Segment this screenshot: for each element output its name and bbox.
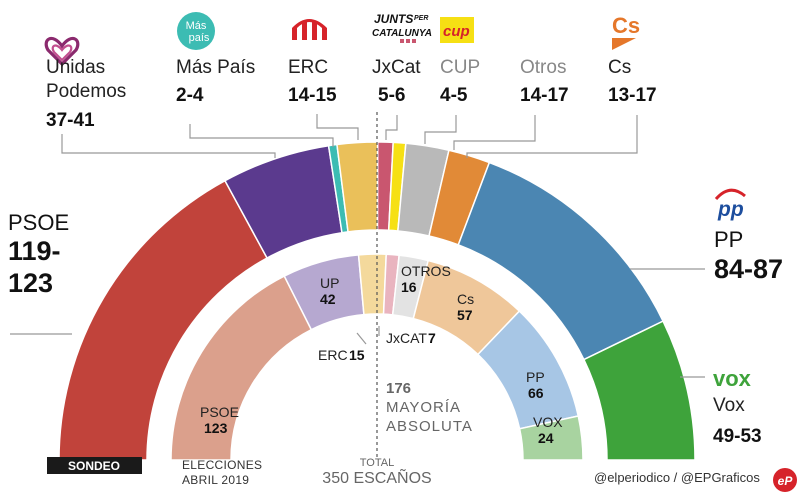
otros-range: 14-17 [520, 85, 569, 106]
sondeo-tag-text: SONDEO [68, 459, 120, 473]
inner-otros-name: OTROS [401, 263, 451, 279]
erc-logo [292, 19, 327, 40]
otros-name: Otros [520, 57, 566, 78]
inner-up-name: UP [320, 275, 339, 291]
inner-erc-value: 15 [349, 347, 365, 363]
cs-logo: Cs [612, 13, 640, 50]
cup-name: CUP [440, 57, 480, 78]
vox-range: 49-53 [713, 426, 762, 447]
cup-range: 4-5 [440, 85, 468, 106]
credit-text: @elperiodico / @EPGraficos [594, 470, 760, 485]
inner-vox-value: 24 [538, 430, 554, 446]
jxcat-logo: JUNTS PER CATALUNYA [372, 12, 432, 43]
psoe-range-line2: 123 [8, 268, 53, 298]
majority-line1: MAYORÍA [386, 399, 461, 416]
elections-caption-line2: ABRIL 2019 [182, 473, 249, 487]
pp-name: PP [714, 227, 743, 252]
heart-icon [44, 36, 80, 67]
mas-pais-logo-text-2: país [189, 32, 210, 44]
cup-logo: cup [440, 17, 474, 43]
inner-pp-value: 66 [528, 385, 544, 401]
inner-up-value: 42 [320, 291, 336, 307]
maspais-range: 2-4 [176, 85, 204, 106]
erc-name: ERC [288, 57, 328, 78]
psoe-name: PSOE [8, 210, 69, 235]
pp-range: 84-87 [714, 254, 783, 284]
inner-vox-name: VOX [533, 414, 563, 430]
elperiodico-logo-text: eP [778, 474, 794, 488]
inner-psoe-value: 123 [204, 420, 228, 436]
leader-lines [10, 114, 705, 378]
inner-cs-value: 57 [457, 307, 473, 323]
majority-value: 176 [386, 380, 411, 397]
inner-cs-name: Cs [457, 291, 474, 307]
erc-range: 14-15 [288, 85, 337, 106]
total-value: 350 ESCAÑOS [322, 467, 431, 487]
jxcat-range: 5-6 [378, 85, 405, 106]
maspais-name: Más País [176, 57, 255, 78]
mas-pais-logo: Más país [177, 12, 215, 50]
vox-logo-text: vox [713, 366, 752, 391]
inner-psoe-name: PSOE [200, 404, 239, 420]
jxcat-name: JxCat [372, 57, 421, 78]
inner-jxcat-value: 7 [428, 330, 436, 346]
cs-name: Cs [608, 57, 631, 78]
jxcat-logo-text-1: JUNTS [374, 12, 413, 26]
up-range: 37-41 [46, 110, 95, 131]
sondeo-arc-vox [582, 320, 696, 461]
mas-pais-logo-text-1: Más [186, 20, 207, 32]
jxcat-logo-text-2: CATALUNYA [372, 28, 432, 39]
sondeo-arc [58, 141, 696, 461]
inner-erc-name: ERC [318, 347, 348, 363]
election-arc-vox [518, 415, 584, 461]
up-name-line2: Podemos [46, 81, 126, 102]
total-label: TOTAL [360, 457, 394, 469]
inner-jxcat-name: JxCAT [386, 330, 427, 346]
unidas-podemos-logo [44, 36, 80, 67]
up-name-line1: Unidas [46, 57, 105, 78]
cup-logo-text: cup [443, 23, 470, 40]
election-arc-erc [357, 253, 388, 316]
sondeo-tag [47, 457, 142, 474]
elperiodico-logo: eP [773, 468, 797, 492]
pp-logo-text: pp [717, 198, 744, 221]
vox-name: Vox [713, 395, 745, 416]
inner-pp-name: PP [526, 369, 545, 385]
election-2019-arc [170, 253, 584, 461]
inner-otros-value: 16 [401, 279, 417, 295]
pp-logo: pp [714, 188, 746, 221]
jxcat-logo-text-small: PER [414, 15, 428, 22]
majority-line2: ABSOLUTA [386, 418, 473, 435]
heart-inner-icon [51, 44, 73, 62]
psoe-range-line1: 119- [8, 236, 61, 266]
elections-caption-line1: ELECCIONES [182, 458, 262, 472]
cs-logo-text: Cs [612, 13, 640, 38]
cs-range: 13-17 [608, 85, 657, 106]
vox-logo: vox [713, 366, 752, 391]
